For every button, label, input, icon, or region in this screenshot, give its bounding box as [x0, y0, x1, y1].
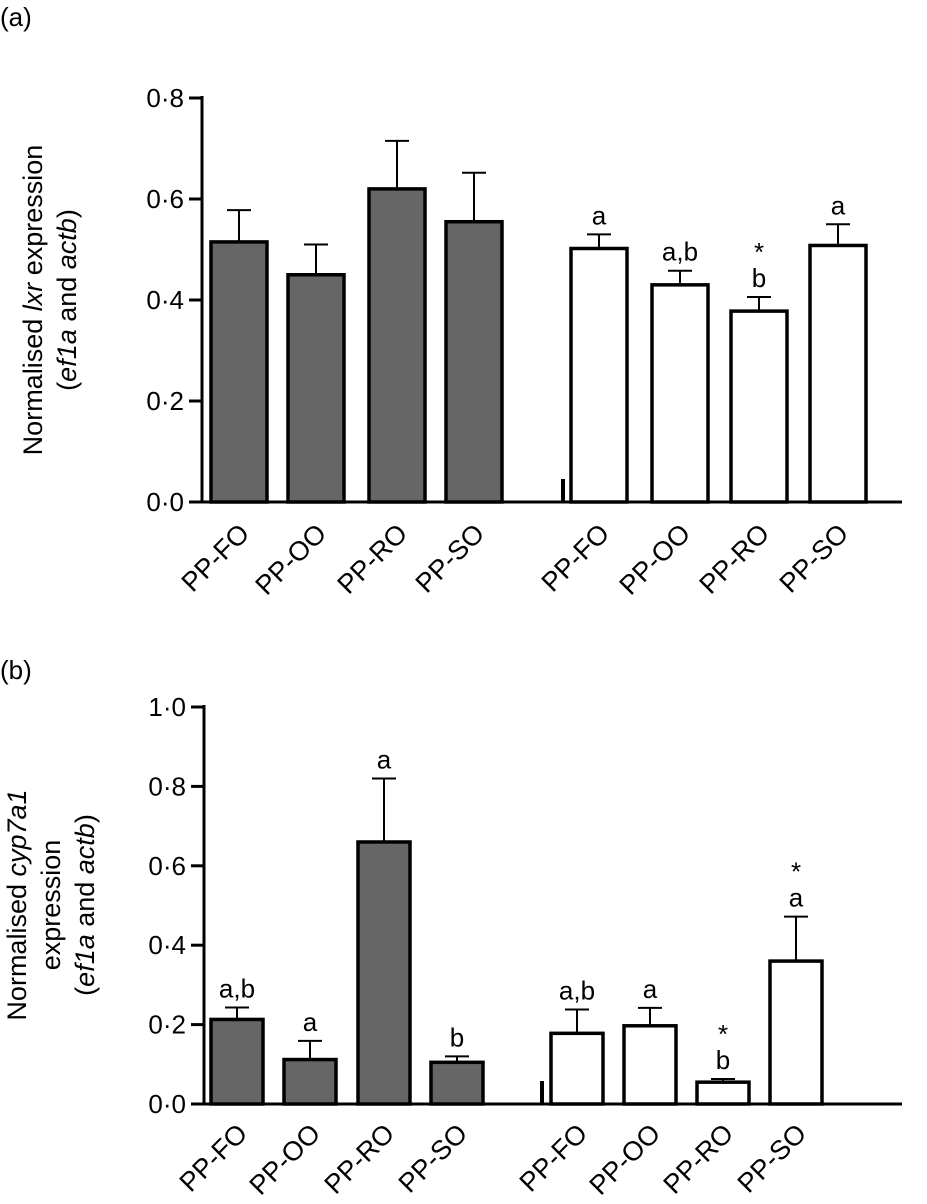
panel-a-ylabel-and: and [52, 269, 82, 329]
panel-a-significance-star: * [754, 237, 764, 267]
panel-a-bar [729, 309, 789, 504]
panel-b-bar [549, 1031, 605, 1106]
panel-b-category-label: PP-RO [319, 1118, 401, 1200]
panel-b-y-tick-label: 0·0 [148, 1089, 186, 1119]
panel-b-ylabel-gene: cyp7a1 [2, 789, 32, 876]
panel-b-ylabel-line1: Normalised cyp7a1 [2, 789, 32, 1020]
panel-b-ylabel-ref2: actb [70, 823, 100, 874]
panel-b-ylabel-ref1: ef1a [70, 934, 100, 987]
panel-b-category-label: PP-RO [658, 1118, 740, 1200]
panel-b-category-label: PP-FO [514, 1118, 594, 1198]
panel-a: (a) Normalised lxr expression (ef1a and … [0, 2, 902, 601]
panel-b-significance-letter: a [643, 974, 658, 1004]
panel-b-category-label: PP-SO [732, 1118, 813, 1199]
panel-b-significance-star: * [718, 1019, 728, 1049]
panel-a-category-label: PP-SO [410, 518, 491, 599]
panel-a-category-label: PP-FO [536, 518, 616, 598]
panel-b-category-label: PP-OO [584, 1118, 667, 1201]
panel-b-category-label: PP-SO [393, 1118, 474, 1199]
panel-b-significance-letter: a [789, 883, 804, 913]
panel-a-bar [650, 283, 710, 504]
panel-a-bar [569, 246, 629, 504]
panel-a-ylabel-open: ( [52, 382, 82, 391]
panel-b-ylabel-and: and [70, 874, 100, 934]
panel-b-ylabel-prefix: Normalised [2, 877, 32, 1021]
panel-a-ylabel-line1: Normalised lxr expression [18, 145, 48, 456]
panel-b-ylabel-open: ( [70, 987, 100, 996]
panel-a-bar [367, 187, 427, 504]
panel-a-significance-letter: b [752, 263, 766, 293]
panel-b-ylabel-close: ) [70, 814, 100, 823]
panel-a-ylabel-line2: (ef1a and actb) [52, 209, 82, 391]
panel-b-y-tick-label: 0·2 [148, 1010, 186, 1040]
panel-a-bar [209, 240, 269, 504]
panel-b-y-tick-label: 0·8 [148, 771, 186, 801]
panel-a-significance-letter: a [831, 190, 846, 220]
panel-a-bar [444, 219, 504, 504]
panel-b-bar [429, 1060, 485, 1106]
panel-a-significance-letter: a,b [662, 237, 698, 267]
panel-b-significance-letter: a [303, 1007, 318, 1037]
panel-b-label: (b) [0, 655, 32, 685]
panel-b-bar [356, 840, 412, 1106]
panel-a-bar [286, 273, 346, 504]
panel-a-y-tick-label: 0·8 [146, 83, 184, 113]
panel-a-label: (a) [0, 2, 32, 32]
panel-a-category-label: PP-FO [176, 518, 256, 598]
panel-a-significance-letter: a [592, 200, 607, 230]
panel-b-y-tick-label: 1·0 [148, 692, 186, 722]
panel-b-y-tick-label: 0·4 [148, 930, 186, 960]
panel-a-ylabel-ref1: ef1a [52, 329, 82, 382]
panel-a-y-tick-label: 0·4 [146, 285, 184, 315]
panel-b-bar [209, 1017, 265, 1106]
panel-a-category-label: PP-SO [774, 518, 855, 599]
panel-a-category-label: PP-RO [694, 518, 776, 600]
panel-b-bar [622, 1024, 678, 1106]
panel-b-plot: 0·0 0·2 0·4 0·6 0·8 1·0 a,b PP-FO a PP-OO a PP-RO b P… [148, 692, 902, 1201]
panel-b: (b) Normalised cyp7a1 expression (ef1a a… [0, 655, 902, 1201]
panel-b-category-label: PP-OO [244, 1118, 327, 1201]
panel-b-significance-letter: a,b [559, 976, 595, 1006]
panel-a-y-tick-label: 0·2 [146, 386, 184, 416]
panel-b-bar [282, 1057, 338, 1106]
panel-a-ylabel-gene: lxr [18, 282, 48, 311]
panel-b-bar [695, 1080, 751, 1106]
panel-a-ylabel-ref2: actb [52, 218, 82, 269]
panel-a-ylabel-close: ) [52, 209, 82, 218]
panel-b-significance-letter: b [716, 1045, 730, 1075]
panel-a-ylabel-prefix: Normalised [18, 311, 48, 455]
panel-b-y-tick-label: 0·6 [148, 851, 186, 881]
panel-b-significance-letter: a,b [219, 974, 255, 1004]
panel-b-category-label: PP-FO [174, 1118, 254, 1198]
panel-b-bar [768, 959, 824, 1106]
panel-b-significance-star: * [791, 857, 801, 887]
panel-a-y-tick-label: 0·6 [146, 184, 184, 214]
panel-b-ylabel-line2: expression [36, 840, 66, 971]
panel-b-significance-letter: a [377, 744, 392, 774]
panel-a-category-label: PP-RO [332, 518, 414, 600]
panel-b-ylabel-line3: (ef1a and actb) [70, 814, 100, 996]
panel-b-significance-letter: b [450, 1022, 464, 1052]
panel-a-category-label: PP-OO [250, 518, 333, 601]
panel-a-ylabel-suffix: expression [18, 145, 48, 283]
panel-a-y-tick-label: 0·0 [146, 487, 184, 517]
panel-a-bar [808, 243, 868, 504]
panel-a-category-label: PP-OO [614, 518, 697, 601]
